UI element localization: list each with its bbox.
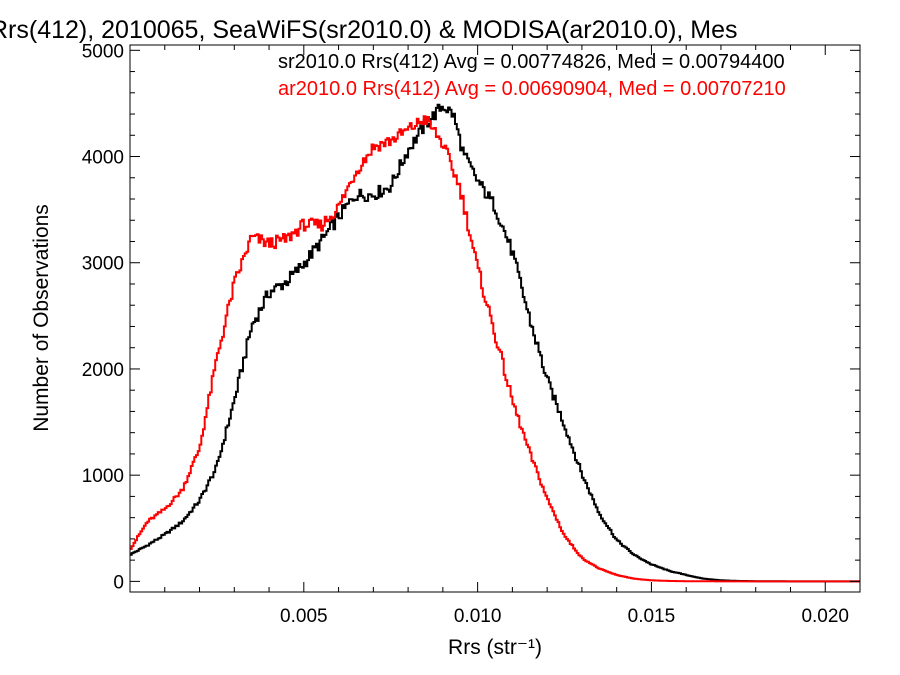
x-axis-title: Rrs (str⁻¹)	[448, 636, 542, 659]
legend-entry-1: sr2010.0 Rrs(412) Avg = 0.00774826, Med …	[278, 51, 785, 73]
legend-entry-2: ar2010.0 Rrs(412) Avg = 0.00690904, Med …	[278, 78, 786, 100]
x-tick-label: 0.005	[280, 606, 328, 627]
chart-title: Rrs(412), 2010065, SeaWiFS(sr2010.0) & M…	[0, 16, 738, 44]
ticks-layer: 0.005 0.010 0.015 0.020 0 1000 2000 3000 4000 500…	[82, 41, 860, 627]
y-tick-label: 4000	[82, 148, 124, 169]
y-tick-label: 5000	[82, 41, 124, 62]
y-tick-label: 1000	[82, 466, 124, 487]
histogram-series-1	[130, 103, 860, 583]
series-layer	[130, 103, 860, 583]
y-tick-label: 2000	[82, 360, 124, 381]
y-axis-title: Number of Observations	[30, 204, 53, 432]
x-tick-label: 0.020	[801, 606, 849, 627]
histogram-series-2	[130, 115, 860, 583]
plot-frame	[129, 44, 861, 593]
y-tick-label: 3000	[82, 254, 124, 275]
legend: sr2010.0 Rrs(412) Avg = 0.00774826, Med …	[278, 51, 786, 100]
y-tick-label: 0	[113, 572, 124, 593]
x-tick-label: 0.015	[628, 606, 676, 627]
x-tick-label: 0.010	[454, 606, 502, 627]
